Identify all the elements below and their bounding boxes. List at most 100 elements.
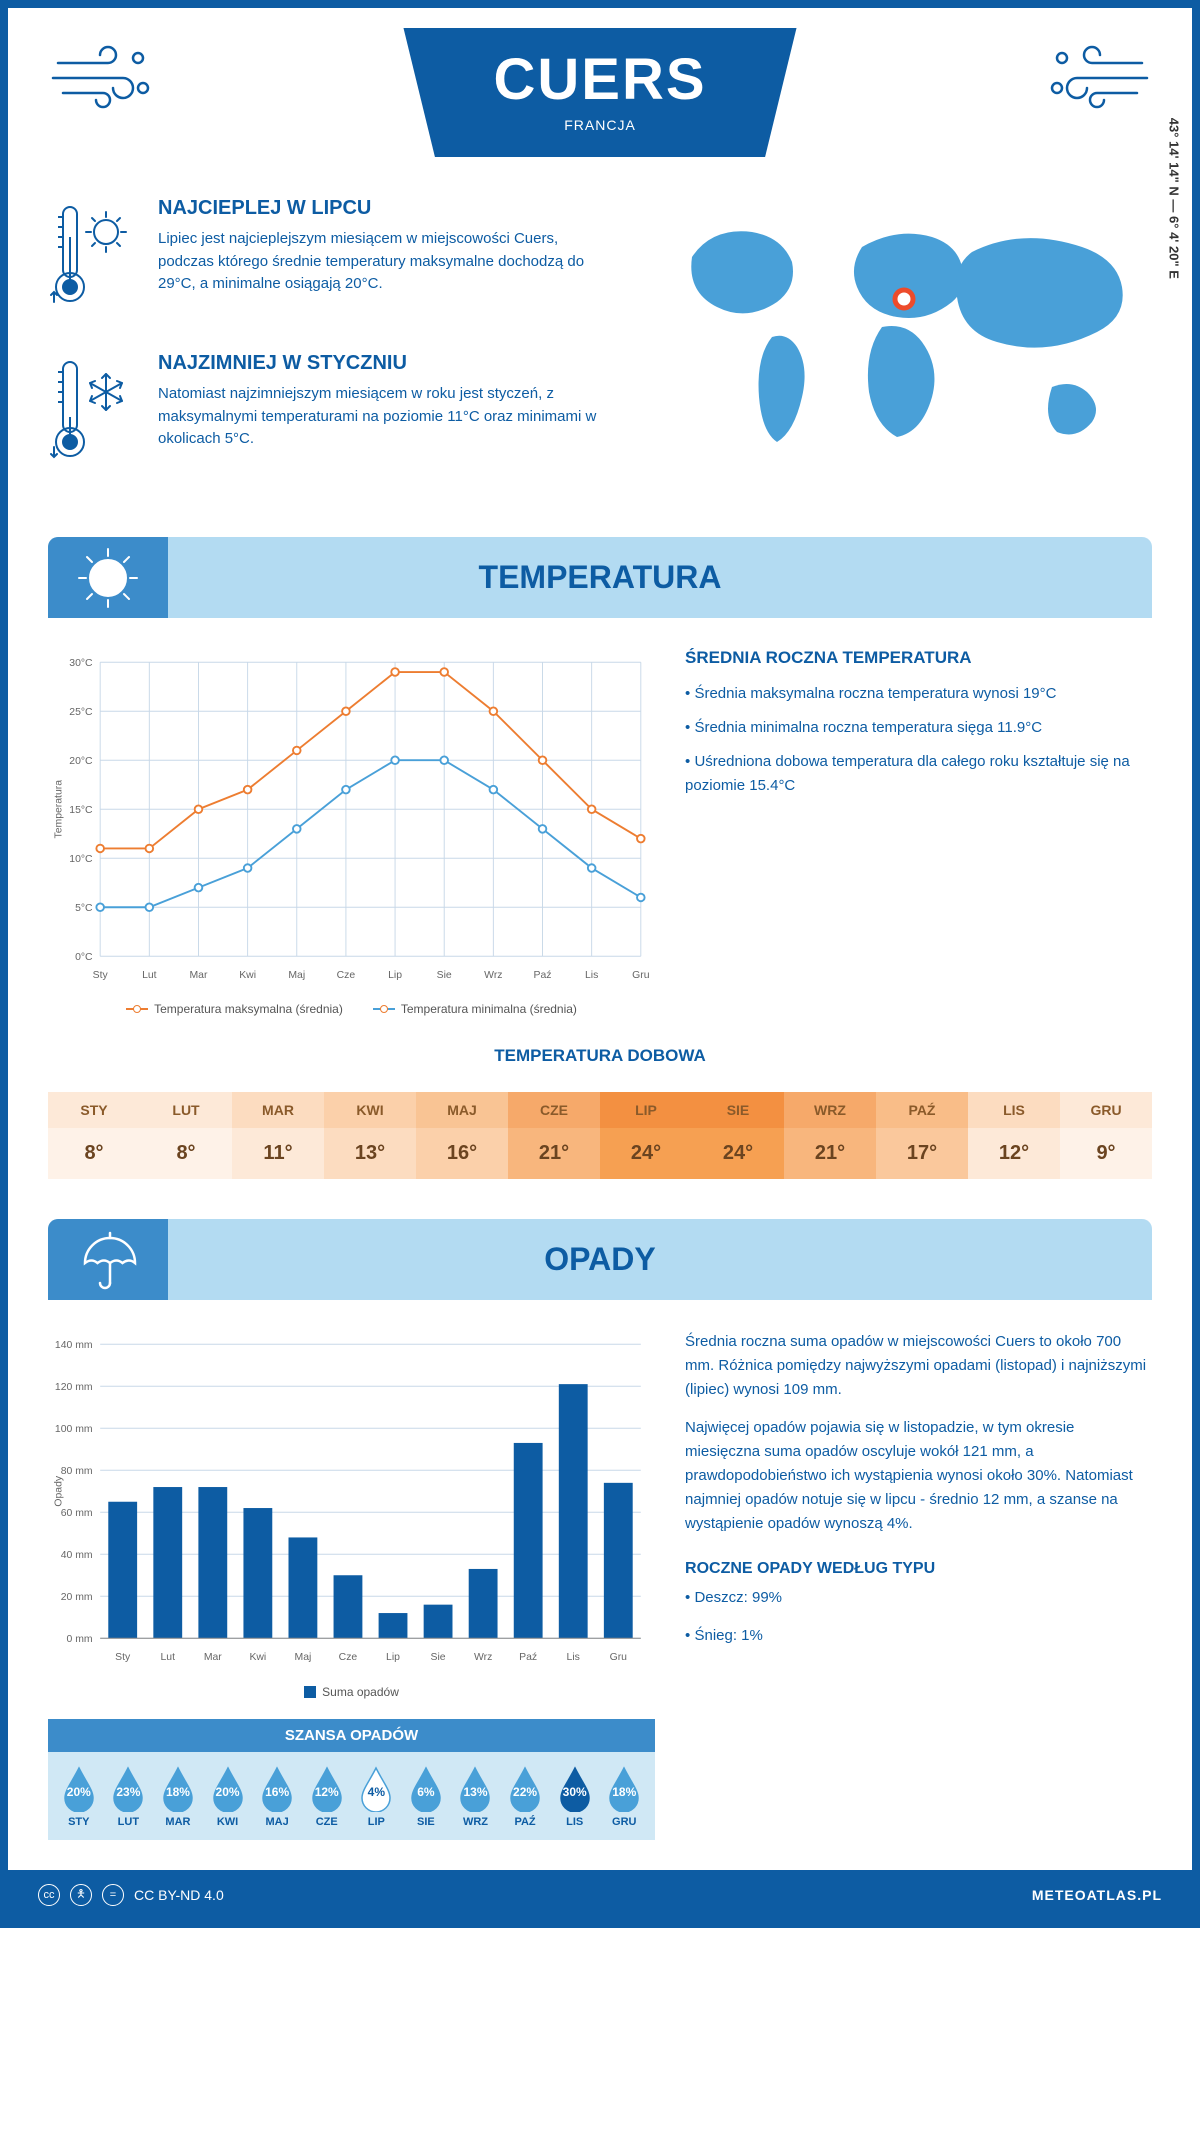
temp-info-title: ŚREDNIA ROCZNA TEMPERATURA (685, 648, 1152, 668)
footer: cc 🯅 = CC BY-ND 4.0 METEOATLAS.PL (8, 1870, 1192, 1920)
license-text: CC BY-ND 4.0 (134, 1887, 224, 1903)
precip-text1: Średnia roczna suma opadów w miejscowośc… (685, 1330, 1152, 1402)
climate-facts: NAJCIEPLEJ W LIPCU Lipiec jest najcieple… (8, 167, 1192, 537)
chance-cell: 22% PAŹ (500, 1764, 550, 1828)
svg-text:Mar: Mar (189, 970, 207, 981)
svg-text:Maj: Maj (288, 970, 305, 981)
svg-text:30°C: 30°C (69, 658, 93, 669)
page: CUERS FRANCJA NAJCIEPLEJ W LIPCU Lipiec … (0, 0, 1200, 1928)
svg-text:Lip: Lip (388, 970, 402, 981)
svg-text:Sie: Sie (437, 970, 452, 981)
chance-cell: 12% CZE (302, 1764, 352, 1828)
svg-text:20 mm: 20 mm (61, 1592, 93, 1603)
svg-text:140 mm: 140 mm (55, 1340, 93, 1351)
daily-temp-cell: STY 8° (48, 1082, 140, 1189)
thermometer-snowflake-icon (48, 352, 138, 477)
country-name: FRANCJA (493, 117, 706, 133)
svg-text:Wrz: Wrz (474, 1653, 492, 1664)
svg-text:10°C: 10°C (69, 854, 93, 865)
umbrella-icon (48, 1219, 168, 1300)
coordinates: 43° 14' 14" N — 6° 4' 20" E (1167, 118, 1182, 279)
svg-text:Maj: Maj (295, 1653, 312, 1664)
precip-text2: Najwięcej opadów pojawia się w listopadz… (685, 1416, 1152, 1536)
fact-warm-text: Lipiec jest najcieplejszym miesiącem w m… (158, 228, 612, 296)
header-banner: CUERS FRANCJA (403, 28, 796, 157)
chance-cell: 18% GRU (599, 1764, 649, 1828)
precip-bytype-title: ROCZNE OPADY WEDŁUG TYPU (685, 1560, 1152, 1578)
by-icon: 🯅 (70, 1884, 92, 1906)
daily-temp-cell: GRU 9° (1060, 1082, 1152, 1189)
precipitation-chart: 0 mm20 mm40 mm60 mm80 mm100 mm120 mm140 … (48, 1330, 655, 1671)
chance-cell: 4% LIP (352, 1764, 402, 1828)
svg-text:Kwi: Kwi (249, 1653, 266, 1664)
footer-site: METEOATLAS.PL (1032, 1887, 1162, 1903)
temperature-legend: .legend-sw:nth-child(1)::after{border-co… (48, 1002, 655, 1016)
svg-text:0°C: 0°C (75, 952, 93, 963)
svg-text:0 mm: 0 mm (67, 1635, 93, 1646)
precipitation-section: 0 mm20 mm40 mm60 mm80 mm100 mm120 mm140 … (8, 1300, 1192, 1869)
svg-text:Lis: Lis (567, 1653, 580, 1664)
sun-icon (48, 537, 168, 618)
precip-bytype-snow: • Śnieg: 1% (685, 1624, 1152, 1648)
legend-min: Temperatura minimalna (średnia) (401, 1002, 577, 1016)
daily-temperature: TEMPERATURA DOBOWA STY 8° LUT 8° MAR 11°… (8, 1046, 1192, 1219)
temperature-title: TEMPERATURA (479, 559, 722, 595)
chance-grid: 20% STY 23% LUT 18% MAR 20% KWI (48, 1752, 655, 1840)
temp-info-p1: • Średnia maksymalna roczna temperatura … (685, 682, 1152, 706)
svg-text:Cze: Cze (337, 970, 356, 981)
svg-text:25°C: 25°C (69, 707, 93, 718)
fact-warm-title: NAJCIEPLEJ W LIPCU (158, 197, 612, 220)
temperature-chart: 0°C5°C10°C15°C20°C25°C30°CStyLutMarKwiMa… (48, 648, 655, 1016)
svg-text:Gru: Gru (632, 970, 650, 981)
precipitation-title: OPADY (544, 1241, 655, 1277)
svg-text:5°C: 5°C (75, 903, 93, 914)
svg-text:Wrz: Wrz (484, 970, 502, 981)
svg-text:15°C: 15°C (69, 805, 93, 816)
chance-table: SZANSA OPADÓW 20% STY 23% LUT 18% MAR 20… (48, 1719, 655, 1840)
precip-bytype-rain: • Deszcz: 99% (685, 1586, 1152, 1610)
daily-temp-cell: LIP 24° (600, 1082, 692, 1189)
svg-text:Opady: Opady (53, 1476, 64, 1507)
svg-text:80 mm: 80 mm (61, 1466, 93, 1477)
header: CUERS FRANCJA (8, 8, 1192, 167)
daily-temp-cell: MAJ 16° (416, 1082, 508, 1189)
chance-cell: 23% LUT (104, 1764, 154, 1828)
cc-icon: cc (38, 1884, 60, 1906)
chance-cell: 18% MAR (153, 1764, 203, 1828)
world-map (652, 197, 1152, 477)
svg-text:Lis: Lis (585, 970, 598, 981)
temperature-info: ŚREDNIA ROCZNA TEMPERATURA • Średnia mak… (685, 648, 1152, 1016)
svg-text:Temperatura: Temperatura (53, 780, 64, 839)
chance-cell: 6% SIE (401, 1764, 451, 1828)
precipitation-left: 0 mm20 mm40 mm60 mm80 mm100 mm120 mm140 … (48, 1330, 655, 1839)
precipitation-right: Średnia roczna suma opadów w miejscowośc… (685, 1330, 1152, 1839)
fact-coldest: NAJZIMNIEJ W STYCZNIU Natomiast najzimni… (48, 352, 612, 477)
legend-sum: Suma opadów (322, 1685, 399, 1699)
chance-cell: 20% KWI (203, 1764, 253, 1828)
footer-license: cc 🯅 = CC BY-ND 4.0 (38, 1884, 224, 1906)
svg-text:Paź: Paź (534, 970, 552, 981)
svg-text:40 mm: 40 mm (61, 1550, 93, 1561)
wind-icon-right (1032, 38, 1152, 123)
fact-cold-text: Natomiast najzimniejszym miesiącem w rok… (158, 383, 612, 451)
svg-text:60 mm: 60 mm (61, 1508, 93, 1519)
section-header-precipitation: OPADY (48, 1219, 1152, 1300)
daily-temp-cell: LUT 8° (140, 1082, 232, 1189)
daily-temp-cell: CZE 21° (508, 1082, 600, 1189)
svg-text:Cze: Cze (339, 1653, 358, 1664)
temp-info-p3: • Uśredniona dobowa temperatura dla całe… (685, 750, 1152, 798)
chance-cell: 13% WRZ (451, 1764, 501, 1828)
fact-warmest: NAJCIEPLEJ W LIPCU Lipiec jest najcieple… (48, 197, 612, 322)
section-header-temperature: TEMPERATURA (48, 537, 1152, 618)
chance-cell: 20% STY (54, 1764, 104, 1828)
legend-max: Temperatura maksymalna (średnia) (154, 1002, 343, 1016)
chance-cell: 16% MAJ (252, 1764, 302, 1828)
chance-title: SZANSA OPADÓW (48, 1719, 655, 1752)
daily-temp-cell: SIE 24° (692, 1082, 784, 1189)
svg-text:Sie: Sie (431, 1653, 446, 1664)
svg-text:Lut: Lut (161, 1653, 176, 1664)
svg-text:Lip: Lip (386, 1653, 400, 1664)
daily-temp-grid: STY 8° LUT 8° MAR 11° KWI 13° MAJ 16° CZ… (48, 1082, 1152, 1189)
daily-temp-cell: KWI 13° (324, 1082, 416, 1189)
thermometer-sun-icon (48, 197, 138, 322)
